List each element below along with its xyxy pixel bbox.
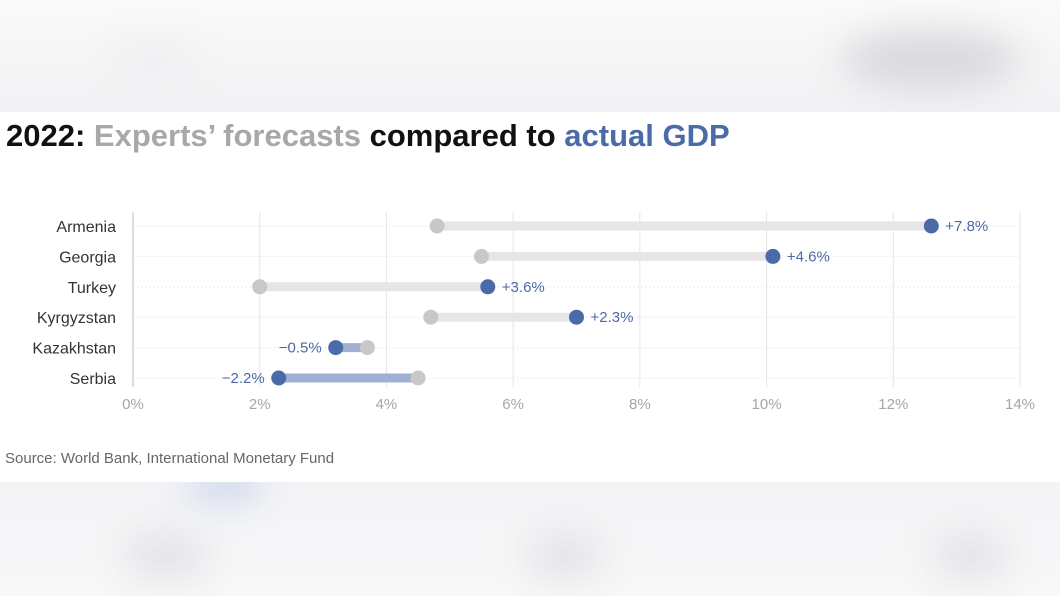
category-label: Armenia — [56, 219, 116, 236]
forecast-dot — [252, 279, 268, 295]
actual-dot — [569, 309, 584, 325]
actual-dot — [923, 218, 939, 234]
x-tick-label: 8% — [629, 396, 651, 413]
x-tick-label: 10% — [752, 396, 782, 413]
forecast-dot — [473, 248, 489, 264]
blurred-shape — [930, 530, 1010, 580]
category-label: Turkey — [68, 280, 116, 297]
forecast-dot — [410, 370, 426, 386]
actual-dot — [765, 248, 781, 264]
chart-title: 2022: Experts’ forecasts compared to act… — [6, 118, 730, 154]
forecast-dot — [423, 309, 439, 325]
blurred-shape — [525, 530, 605, 580]
blurred-shape — [840, 30, 1020, 90]
x-tick-label: 6% — [502, 396, 524, 413]
title-middle: compared to — [361, 118, 565, 153]
forecast-dot — [429, 218, 445, 234]
dot-plot-chart: 0% 2% 4% 6% 8% 10% 12% 14% Armenia +7.8% Georgia +4… — [32, 212, 1035, 413]
title-prefix: 2022: — [6, 118, 94, 153]
actual-dot — [328, 340, 344, 356]
x-tick-label: 12% — [878, 396, 908, 413]
category-label: Georgia — [59, 249, 116, 266]
source-note: Source: World Bank, International Moneta… — [5, 450, 335, 467]
category-label: Serbia — [70, 371, 116, 388]
actual-dot — [480, 279, 496, 295]
forecast-dot — [359, 340, 375, 356]
title-actual-word: actual GDP — [564, 118, 730, 153]
title-forecast-word: Experts’ forecasts — [93, 118, 361, 153]
difference-label: +4.6% — [787, 248, 830, 265]
difference-label: +7.8% — [945, 218, 988, 235]
category-label: Kazakhstan — [32, 341, 116, 358]
difference-label: +3.6% — [502, 279, 545, 296]
x-tick-label: 4% — [376, 396, 398, 413]
chart-card: 2022: Experts’ forecasts compared to act… — [0, 112, 1060, 482]
difference-label: +2.3% — [591, 309, 634, 326]
blurred-shape — [120, 530, 210, 580]
actual-dot — [271, 370, 287, 386]
difference-label: −0.5% — [279, 340, 322, 357]
blurred-shape — [110, 40, 200, 80]
x-tick-label: 0% — [122, 396, 144, 413]
x-tick-label: 2% — [249, 396, 271, 413]
difference-label: −2.2% — [222, 370, 265, 387]
category-label: Kyrgyzstan — [37, 310, 116, 327]
x-tick-label: 14% — [1005, 396, 1035, 413]
